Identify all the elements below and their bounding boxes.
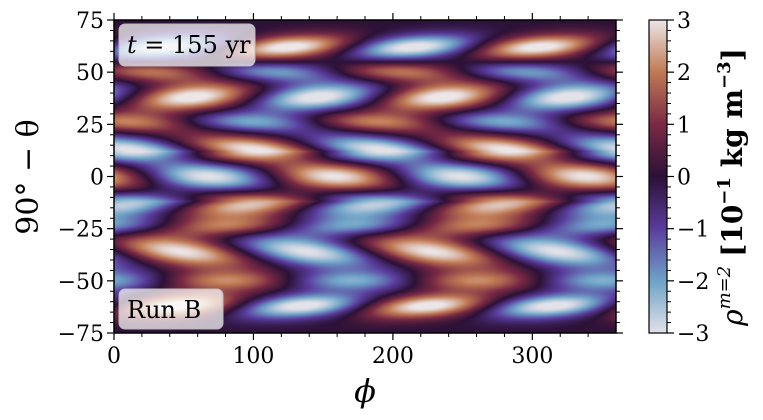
colorbar-frame xyxy=(648,19,668,334)
colorbar-tick-label: −1 xyxy=(677,218,709,243)
y-tick-label: 25 xyxy=(76,113,104,138)
colorbar-tick-label: 1 xyxy=(677,113,691,138)
colorbar-tick-label: 2 xyxy=(677,61,691,86)
y-tick-label: 50 xyxy=(76,61,104,86)
time-annotation: t = 155 yr xyxy=(118,23,256,67)
y-tick-label: −50 xyxy=(58,270,104,295)
heatmap-image xyxy=(114,20,616,333)
colorbar-tick-label: 0 xyxy=(677,166,691,191)
run-annotation-text: Run B xyxy=(127,296,201,324)
colorbar-tick-label: −2 xyxy=(677,270,709,295)
run-annotation-box xyxy=(118,288,224,330)
colorbar-ticks: 3 2 1 0 −1 −2 −3 xyxy=(667,9,709,347)
plot-frame xyxy=(113,19,617,334)
x-tick-label: 100 xyxy=(232,344,274,369)
y-tick-label: 75 xyxy=(76,9,104,34)
colorbar-tick-label: −3 xyxy=(677,322,709,347)
x-axis-ticks: 0 100 200 300 xyxy=(107,13,589,369)
x-tick-label: 300 xyxy=(511,344,553,369)
x-tick-label: 0 xyxy=(107,344,121,369)
run-annotation: Run B xyxy=(118,288,224,330)
y-tick-label: −75 xyxy=(58,322,104,347)
time-annotation-box xyxy=(118,23,256,67)
y-axis-label: 90° − θ xyxy=(11,119,46,234)
x-axis-label: ϕ xyxy=(354,372,376,410)
y-tick-label: −25 xyxy=(58,218,104,243)
y-axis-ticks: −75 −50 −25 0 25 50 75 xyxy=(58,9,623,347)
y-tick-label: 0 xyxy=(90,166,104,191)
time-annotation-text: t = 155 yr xyxy=(127,31,251,59)
colorbar-label: ρm=2 [10−1 kg m−3] xyxy=(714,48,749,327)
x-tick-label: 200 xyxy=(372,344,414,369)
colorbar-gradient xyxy=(649,20,667,333)
colorbar-tick-label: 3 xyxy=(677,9,691,34)
